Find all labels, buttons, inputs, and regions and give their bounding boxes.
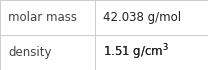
- Text: 1.51 g/cm$^3$: 1.51 g/cm$^3$: [103, 43, 169, 62]
- Text: 1.51 g/cm$\mathregular{^3}$: 1.51 g/cm$\mathregular{^3}$: [103, 43, 169, 62]
- Text: molar mass: molar mass: [8, 11, 77, 24]
- Text: density: density: [8, 46, 52, 59]
- Text: 42.038 g/mol: 42.038 g/mol: [103, 11, 181, 24]
